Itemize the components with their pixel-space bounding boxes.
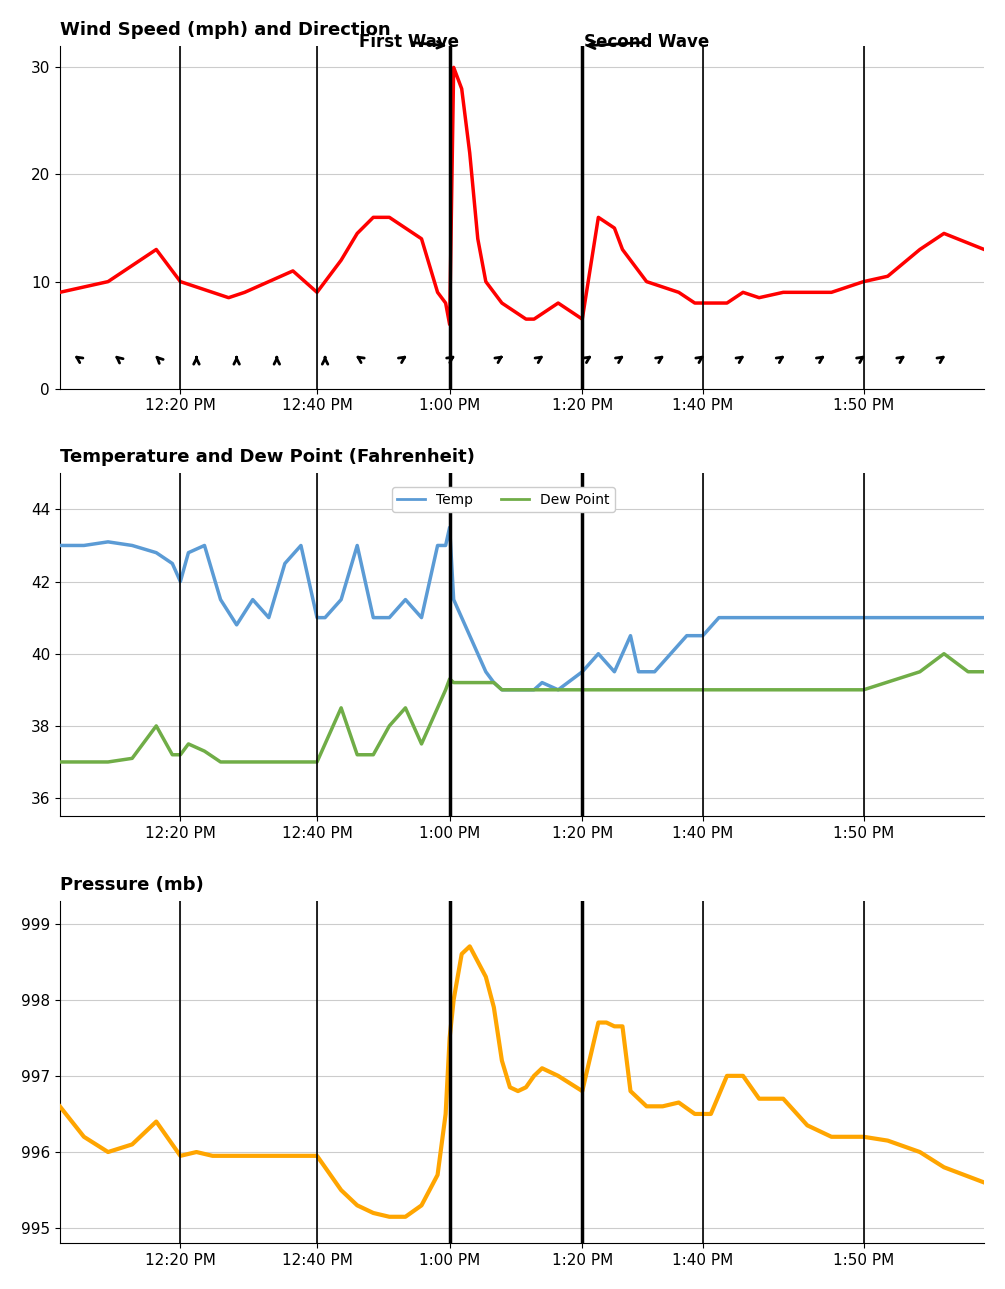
Temp: [443, 519, 455, 535]
Temp: [487, 675, 499, 691]
Text: Pressure (mb): Pressure (mb): [60, 875, 204, 893]
Temp: [576, 664, 588, 679]
Dew Point: [311, 754, 323, 770]
Text: Wind Speed (mph) and Direction: Wind Speed (mph) and Direction: [60, 21, 390, 39]
Text: Temperature and Dew Point (Fahrenheit): Temperature and Dew Point (Fahrenheit): [60, 449, 474, 467]
Dew Point: [978, 664, 990, 679]
Dew Point: [576, 682, 588, 697]
Dew Point: [439, 682, 451, 697]
Text: First Wave: First Wave: [360, 34, 459, 52]
Legend: Temp, Dew Point: Temp, Dew Point: [392, 487, 615, 512]
Line: Temp: Temp: [60, 527, 984, 690]
Temp: [166, 556, 178, 571]
Temp: [825, 610, 837, 625]
Temp: [319, 610, 331, 625]
Temp: [54, 538, 66, 553]
Dew Point: [552, 682, 564, 697]
Line: Dew Point: Dew Point: [60, 654, 984, 762]
Temp: [262, 610, 274, 625]
Dew Point: [126, 750, 138, 766]
Text: Second Wave: Second Wave: [584, 34, 710, 52]
Temp: [978, 610, 990, 625]
Dew Point: [938, 646, 950, 661]
Dew Point: [54, 754, 66, 770]
Dew Point: [102, 754, 114, 770]
Temp: [495, 682, 508, 697]
